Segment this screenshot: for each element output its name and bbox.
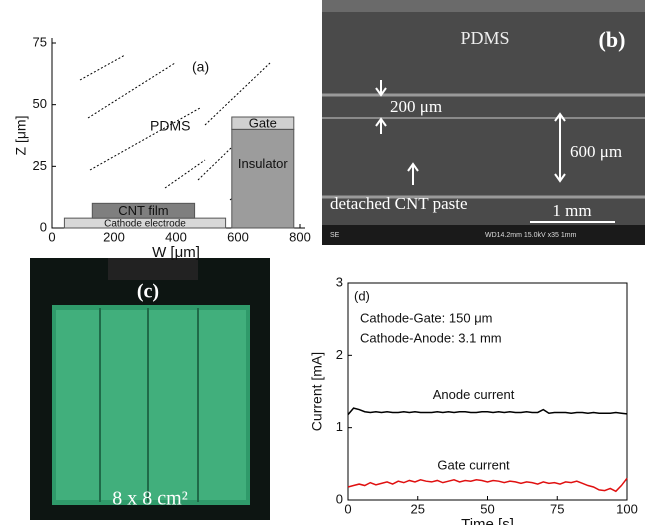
y-tick-label: 2 bbox=[336, 347, 343, 362]
region-label: CNT film bbox=[118, 203, 168, 218]
x-axis-label: W [μm] bbox=[152, 244, 200, 261]
material-label: PDMS bbox=[460, 28, 509, 48]
y-tick-label: 0 bbox=[336, 491, 343, 506]
x-tick-label: 100 bbox=[616, 501, 638, 516]
hatch-line bbox=[165, 160, 205, 188]
x-tick-label: 400 bbox=[165, 229, 187, 244]
sem-info: WD14.2mm 15.0kV x35 1mm bbox=[485, 232, 577, 239]
region-label: Insulator bbox=[238, 156, 289, 171]
y-axis-label: Z [μm] bbox=[13, 116, 29, 156]
x-tick-label: 25 bbox=[411, 501, 425, 516]
x-tick-label: 0 bbox=[344, 501, 351, 516]
device-photo: (c) 8 x 8 cm² bbox=[30, 258, 270, 520]
series-line bbox=[348, 478, 627, 491]
panel-label: (b) bbox=[599, 27, 626, 52]
y-tick-label: 25 bbox=[33, 158, 47, 173]
annotation: PDMS bbox=[150, 118, 190, 134]
x-tick-label: 50 bbox=[480, 501, 494, 516]
panel-label: (d) bbox=[354, 288, 370, 303]
x-tick-label: 75 bbox=[550, 501, 564, 516]
sem-image: PDMS (b) 200 μm 600 μm detached CNT past… bbox=[322, 0, 645, 245]
x-tick-label: 0 bbox=[48, 229, 55, 244]
width-label: 600 μm bbox=[570, 142, 622, 161]
annotation: Cathode-Gate: 150 μm bbox=[360, 310, 493, 325]
y-tick-label: 75 bbox=[33, 34, 47, 49]
region-label: Cathode electrode bbox=[104, 219, 186, 230]
series-line bbox=[348, 408, 627, 415]
series-label: Anode current bbox=[433, 387, 515, 402]
y-axis-label: Current [mA] bbox=[309, 352, 325, 431]
y-tick-label: 3 bbox=[336, 274, 343, 289]
hatch-line bbox=[88, 63, 175, 118]
detector-label: SE bbox=[330, 232, 340, 239]
y-tick-label: 0 bbox=[40, 219, 47, 234]
x-tick-label: 600 bbox=[227, 229, 249, 244]
defect-label: detached CNT paste bbox=[330, 194, 468, 213]
x-tick-label: 200 bbox=[103, 229, 125, 244]
y-tick-label: 50 bbox=[33, 96, 47, 111]
x-tick-label: 800 bbox=[289, 229, 311, 244]
scale-label: 1 mm bbox=[552, 201, 591, 220]
x-axis-label: Time [s] bbox=[461, 516, 514, 525]
region-label: Gate bbox=[249, 116, 277, 131]
panel-label: (a) bbox=[192, 59, 209, 75]
annotation: Cathode-Anode: 3.1 mm bbox=[360, 330, 502, 345]
region bbox=[232, 129, 294, 228]
gap-label: 200 μm bbox=[390, 97, 442, 116]
hatch-line bbox=[80, 55, 125, 80]
y-tick-label: 1 bbox=[336, 419, 343, 434]
figure: PDMS (b) 200 μm 600 μm detached CNT past… bbox=[0, 0, 645, 525]
caption: 8 x 8 cm² bbox=[112, 488, 187, 510]
panel-label: (c) bbox=[137, 281, 159, 303]
series-label: Gate current bbox=[437, 457, 510, 472]
